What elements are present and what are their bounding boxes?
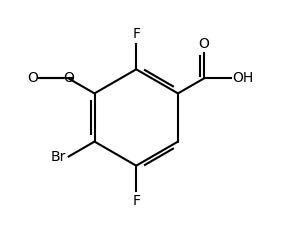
Text: OH: OH xyxy=(232,71,254,86)
Text: F: F xyxy=(132,27,140,41)
Text: F: F xyxy=(132,194,140,208)
Text: Br: Br xyxy=(51,149,66,164)
Text: O: O xyxy=(27,71,38,86)
Text: O: O xyxy=(198,36,209,51)
Text: O: O xyxy=(63,71,74,86)
